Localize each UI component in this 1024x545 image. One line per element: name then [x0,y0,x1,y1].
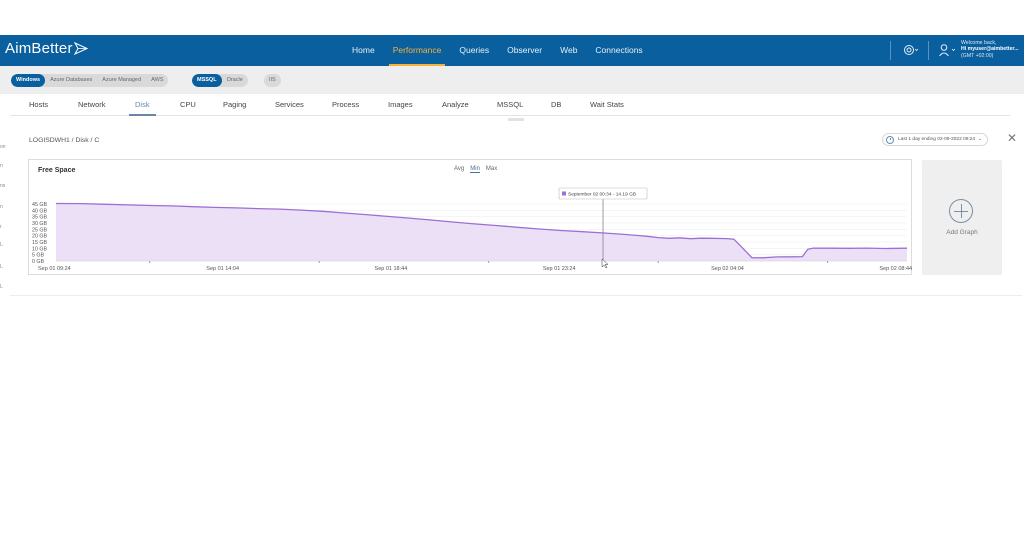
y-tick-label: 45 GB [32,202,47,208]
gear-icon[interactable] [903,43,919,57]
db-filter-group: MSSQL Oracle [192,74,248,87]
add-graph-label: Add Graph [946,229,978,236]
y-tick-label: 0 GB [32,259,45,265]
filter-iis[interactable]: IIS [269,77,276,83]
left-side-strip: on n ns n r L L L [0,118,8,298]
user-name[interactable]: Hi myuser@aimbetter... [961,46,1019,53]
filter-windows[interactable]: Windows [11,74,46,87]
tab-services[interactable]: Services [275,100,304,109]
x-tick-label: Sep 02 04:04 [711,266,744,272]
left-strip-label: n [0,163,3,169]
tab-process[interactable]: Process [332,100,360,109]
nav-performance[interactable]: Performance [388,35,446,66]
breadcrumb: LOGISDWH1 / Disk / C [29,137,100,144]
tab-images[interactable]: Images [388,100,413,109]
nav-observer[interactable]: Observer [507,45,543,55]
tooltip-box [558,187,648,200]
tab-wait-stats[interactable]: Wait Stats [590,100,624,109]
agg-min[interactable]: Min [470,166,480,173]
performance-tabs: Hosts Network Disk CPU Paging Services Process… [10,94,1010,116]
y-tick-label: 40 GB [32,208,47,214]
tab-disk[interactable]: Disk [129,94,156,116]
welcome-text: Welcome back, Hi myuser@aimbetter... (GM… [961,40,1023,59]
logo-text: AimBetter [5,40,73,57]
left-strip-label: L [0,242,3,248]
panel-drag-handle[interactable] [508,118,524,121]
nav-home[interactable]: Home [352,45,375,55]
other-filter-group: IIS [264,74,281,87]
close-icon[interactable]: ✕ [1007,131,1018,145]
time-range-picker[interactable]: Last 1 day ending 02-09-2022 09:24 ⌄ [882,133,989,146]
left-strip-label: ns [0,183,6,189]
y-tick-label: 10 GB [32,246,47,252]
left-strip-label: L [0,284,3,290]
x-tick-label: Sep 01 09:24 [38,266,71,272]
disk-panel: LOGISDWH1 / Disk / C Last 1 day ending 0… [10,122,1022,296]
agg-avg[interactable]: Avg [454,166,465,172]
paper-plane-icon [73,42,88,55]
user-icon[interactable] [938,43,958,57]
mouse-cursor-icon [601,258,609,269]
tooltip-swatch [562,191,567,196]
left-strip-label: L [0,264,3,270]
nav-divider [890,41,891,60]
series-line[interactable] [55,202,908,259]
nav-connections[interactable]: Connections [595,45,643,55]
x-tick-label: Sep 01 18:44 [375,266,408,272]
aggregation-toggle: Avg Min Max [454,166,503,173]
user-timezone: (GMT +02:00) [961,52,994,59]
y-tick-label: 15 GB [32,240,47,246]
nav-queries[interactable]: Queries [459,45,490,55]
left-strip-label: on [0,144,6,150]
cloud-filter-group: Windows Azure Databases Azure Managed AWS [11,74,169,87]
left-strip-label: r [0,224,2,230]
x-tick-label: Sep 01 14:04 [206,266,239,272]
agg-max[interactable]: Max [485,166,498,172]
chevron-down-icon: ⌄ [978,137,983,142]
nav-divider [928,41,929,60]
tooltip-text: September 02 00:34 - 14.19 GB [568,192,636,198]
left-strip-label: n [0,204,3,210]
welcome-line: Welcome back, [961,40,997,46]
plus-circle-icon [949,199,973,223]
add-graph-button[interactable]: Add Graph [922,160,1002,275]
filter-mssql[interactable]: MSSQL [192,74,222,87]
tab-network[interactable]: Network [78,100,106,109]
clock-icon [886,135,894,144]
top-nav-bar: AimBetter Home Performance Queries Observer… [0,35,1024,66]
y-tick-label: 5 GB [32,253,45,259]
x-tick-label: Sep 01 23:24 [543,266,576,272]
tab-hosts[interactable]: Hosts [29,100,49,109]
filter-azure-managed[interactable]: Azure Managed [102,77,142,83]
tab-db[interactable]: DB [551,100,562,109]
tab-paging[interactable]: Paging [223,100,247,109]
y-tick-label: 30 GB [32,221,47,227]
source-filter-bar: Windows Azure Databases Azure Managed AWS M… [0,66,1024,94]
y-tick-label: 25 GB [32,227,47,233]
series-area [56,203,907,261]
nav-web[interactable]: Web [560,45,578,55]
filter-azure-databases[interactable]: Azure Databases [50,77,93,83]
filter-aws[interactable]: AWS [151,77,164,83]
free-space-chart-card: 45 GB 40 GB 35 GB 30 GB 25 GB 20 GB 15 GB 10 GB… [28,159,912,275]
y-tick-label: 20 GB [32,234,47,240]
x-tick-label: Sep 02 08:44 [879,266,912,272]
tab-mssql[interactable]: MSSQL [497,100,524,109]
app-logo[interactable]: AimBetter [5,40,88,57]
filter-oracle[interactable]: Oracle [226,77,243,83]
tab-analyze[interactable]: Analyze [442,100,469,109]
time-range-label: Last 1 day ending 02-09-2022 09:24 [898,137,976,142]
main-nav: Home Performance Queries Observer Web Connect… [352,35,661,66]
tab-cpu[interactable]: CPU [180,100,196,109]
y-tick-label: 35 GB [32,215,47,221]
chart-title: Free Space [38,167,76,174]
